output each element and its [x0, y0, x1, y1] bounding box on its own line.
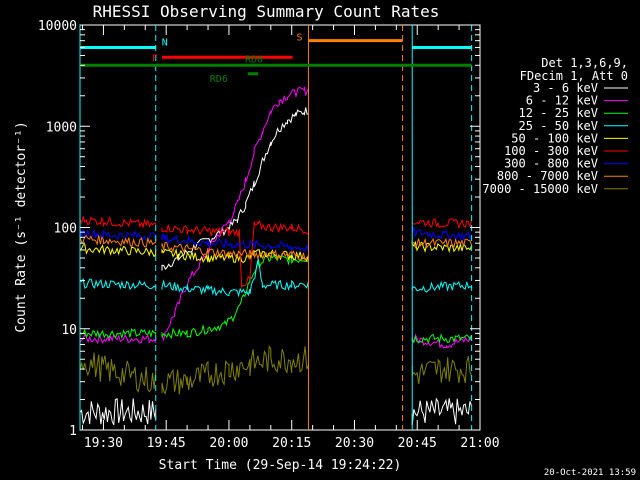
state-bar-label: RD0 — [245, 54, 263, 65]
x-tick-label: 20:15 — [272, 436, 311, 451]
legend: Det 1,3,6,9, FDecim 1, Att 0 3 - 6 keV6 … — [482, 56, 628, 196]
legend-label: 50 - 100 keV — [511, 131, 598, 145]
x-axis-label: Start Time (29-Sep-14 19:24:22) — [159, 458, 402, 473]
y-tick-label: 10 — [61, 323, 77, 338]
plot-area: NF RD0 RD6 S — [79, 24, 481, 431]
y-tick-label: 100 — [54, 222, 77, 237]
series-line-2 — [79, 254, 473, 344]
series-line-7 — [79, 235, 473, 262]
x-tick-label: 21:00 — [460, 436, 499, 451]
timestamp: 20-Oct-2021 13:59 — [544, 468, 636, 478]
legend-label: 6 - 12 keV — [526, 94, 598, 108]
x-tick-label: 20:00 — [209, 436, 248, 451]
x-axis: 19:30 19:45 20:00 20:15 20:30 20:45 21:00 — [82, 25, 500, 451]
legend-label: 12 - 25 keV — [519, 106, 598, 120]
legend-label: 25 - 50 keV — [519, 119, 598, 133]
y-tick-label: 1000 — [46, 120, 77, 135]
x-tick-label: 20:45 — [398, 436, 437, 451]
series-line-5 — [79, 215, 473, 289]
x-tick-label: 19:45 — [147, 436, 186, 451]
y-tick-label: 1 — [69, 424, 77, 439]
x-tick-label: 19:30 — [84, 436, 123, 451]
chart-title: RHESSI Observing Summary Count Rates — [93, 2, 440, 21]
legend-label: 7000 - 15000 keV — [482, 182, 598, 196]
y-tick-label: 10000 — [38, 19, 77, 34]
y-axis-label: Count Rate (s⁻¹ detector⁻¹) — [14, 121, 29, 332]
series-line-0 — [79, 107, 473, 426]
state-bar-label: N — [162, 37, 168, 48]
y-axis: 1 10 100 1000 10000 — [38, 19, 480, 439]
state-bar-label: S — [296, 33, 302, 44]
legend-header-line: FDecim 1, Att 0 — [520, 69, 628, 83]
legend-label: 100 - 300 keV — [504, 144, 598, 158]
series-line-3 — [79, 258, 472, 298]
series-line-4 — [79, 240, 473, 264]
legend-header-line: Det 1,3,6,9, — [541, 56, 628, 70]
legend-label: 800 - 7000 keV — [497, 169, 598, 183]
legend-label: 300 - 800 keV — [504, 157, 598, 171]
x-tick-label: 20:30 — [335, 436, 374, 451]
series-line-8 — [79, 345, 473, 395]
legend-label: 3 - 6 keV — [533, 81, 598, 95]
state-bar-label: F — [152, 53, 158, 64]
series-line-6 — [79, 225, 473, 253]
state-bar-label: RD6 — [210, 74, 228, 85]
